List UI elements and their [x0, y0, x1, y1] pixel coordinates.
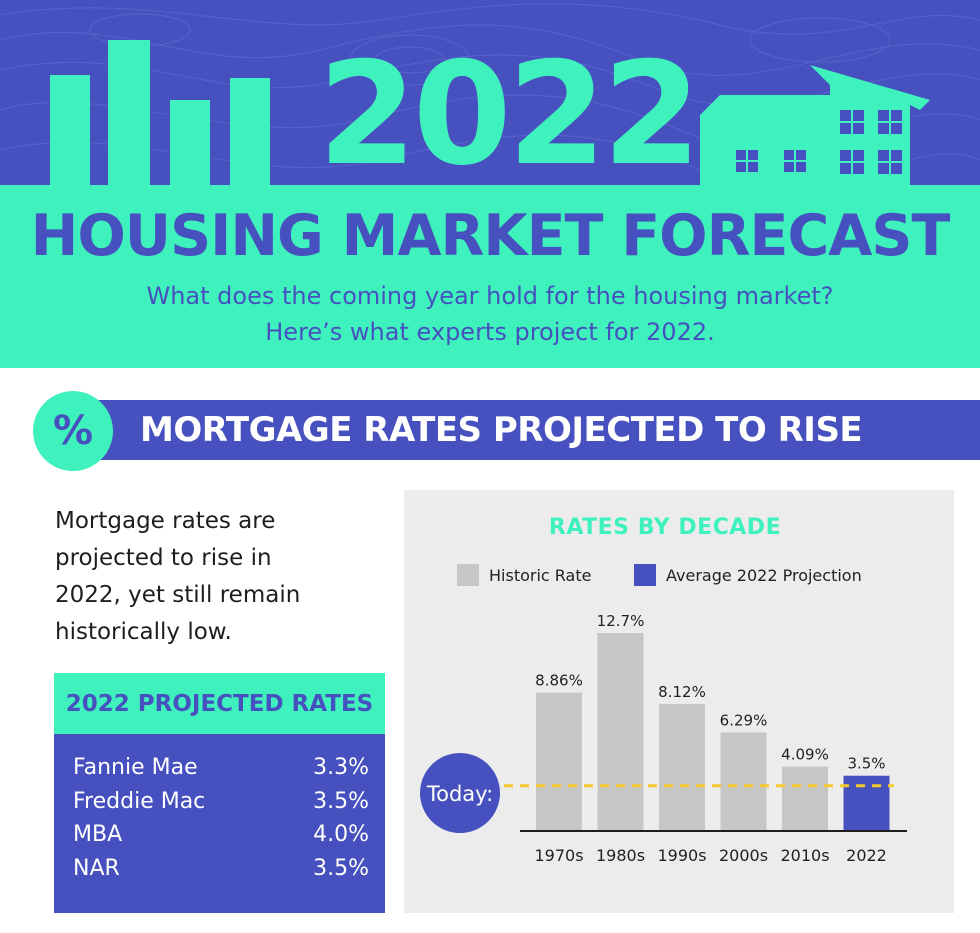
rate-row: NAR 3.5%: [73, 851, 369, 885]
bar-2000s: [720, 732, 767, 830]
today-marker: [420, 753, 500, 833]
legend-label-historic: Historic Rate: [489, 566, 591, 585]
bar-1970s: [536, 692, 582, 830]
data-label-1970s: 8.86%: [535, 672, 583, 690]
intro-text: Mortgage rates are projected to rise in …: [55, 503, 345, 651]
x-tick-label-2010s: 2010s: [780, 846, 829, 865]
rate-source: Freddie Mac: [73, 788, 206, 814]
rate-source: Fannie Mae: [73, 754, 198, 780]
header-banner: 2022 HOUSING MARKET FORECAST What does t…: [0, 0, 980, 368]
data-label-2022: 3.5%: [847, 755, 885, 773]
rate-row: MBA 4.0%: [73, 817, 369, 851]
projected-rates-header: 2022 PROJECTED RATES: [54, 673, 385, 734]
rate-value: 3.5%: [313, 788, 369, 814]
subtitle-line-1: What does the coming year hold for the h…: [146, 282, 834, 310]
x-tick-label-1980s: 1980s: [596, 846, 645, 865]
today-label: Today:: [426, 782, 493, 806]
projected-rates-title: 2022 PROJECTED RATES: [65, 690, 374, 717]
skyline-building: [108, 40, 150, 190]
percent-icon: %: [33, 391, 113, 471]
intro-line: projected to rise in: [55, 545, 272, 571]
rate-source: MBA: [73, 821, 123, 847]
data-label-2000s: 6.29%: [720, 711, 768, 729]
bars-layer: 8.86% 1970s 12.7% 1980s 8.12% 1990s 6.29% 2000s…: [534, 612, 890, 865]
percent-icon-symbol: %: [52, 408, 94, 454]
x-tick-label-2022: 2022: [846, 846, 887, 865]
skyline-building: [230, 78, 270, 190]
data-label-1980s: 12.7%: [597, 612, 645, 630]
data-label-1990s: 8.12%: [658, 683, 706, 701]
x-tick-label-2000s: 2000s: [719, 846, 768, 865]
header-mint-band: [0, 185, 980, 368]
chart-panel: [404, 490, 954, 913]
rates-by-decade-chart: RATES BY DECADE Historic Rate Average 20…: [420, 515, 907, 865]
skyline-building: [50, 75, 90, 190]
chart-title: RATES BY DECADE: [549, 515, 781, 540]
intro-line: Mortgage rates are: [55, 508, 276, 534]
rate-row: Freddie Mac 3.5%: [73, 784, 369, 818]
legend-swatch-historic: [457, 564, 479, 586]
subtitle-line-2: Here’s what experts project for 2022.: [265, 318, 715, 346]
intro-line: 2022, yet still remain: [55, 582, 301, 608]
rate-value: 3.5%: [313, 855, 369, 881]
section-title: MORTGAGE RATES PROJECTED TO RISE: [140, 410, 863, 450]
rate-value: 4.0%: [313, 821, 369, 847]
x-tick-label-1990s: 1990s: [657, 846, 706, 865]
bar-2010s: [782, 766, 828, 830]
bar-1980s: [597, 633, 644, 830]
section-banner: [75, 400, 980, 460]
bar-1990s: [659, 704, 705, 830]
legend-label-projection: Average 2022 Projection: [666, 566, 862, 585]
x-tick-label-1970s: 1970s: [534, 846, 583, 865]
rate-row: Fannie Mae 3.3%: [73, 750, 369, 784]
skyline-building: [170, 100, 210, 190]
main-title: HOUSING MARKET FORECAST: [30, 203, 951, 269]
house-icon: [700, 65, 930, 190]
data-label-2010s: 4.09%: [781, 746, 829, 764]
rate-value: 3.3%: [313, 754, 369, 780]
intro-line: historically low.: [55, 619, 232, 645]
bar-2022: [843, 775, 890, 830]
header-year: 2022: [318, 32, 701, 197]
legend-swatch-projection: [634, 564, 656, 586]
rate-source: NAR: [73, 855, 120, 881]
